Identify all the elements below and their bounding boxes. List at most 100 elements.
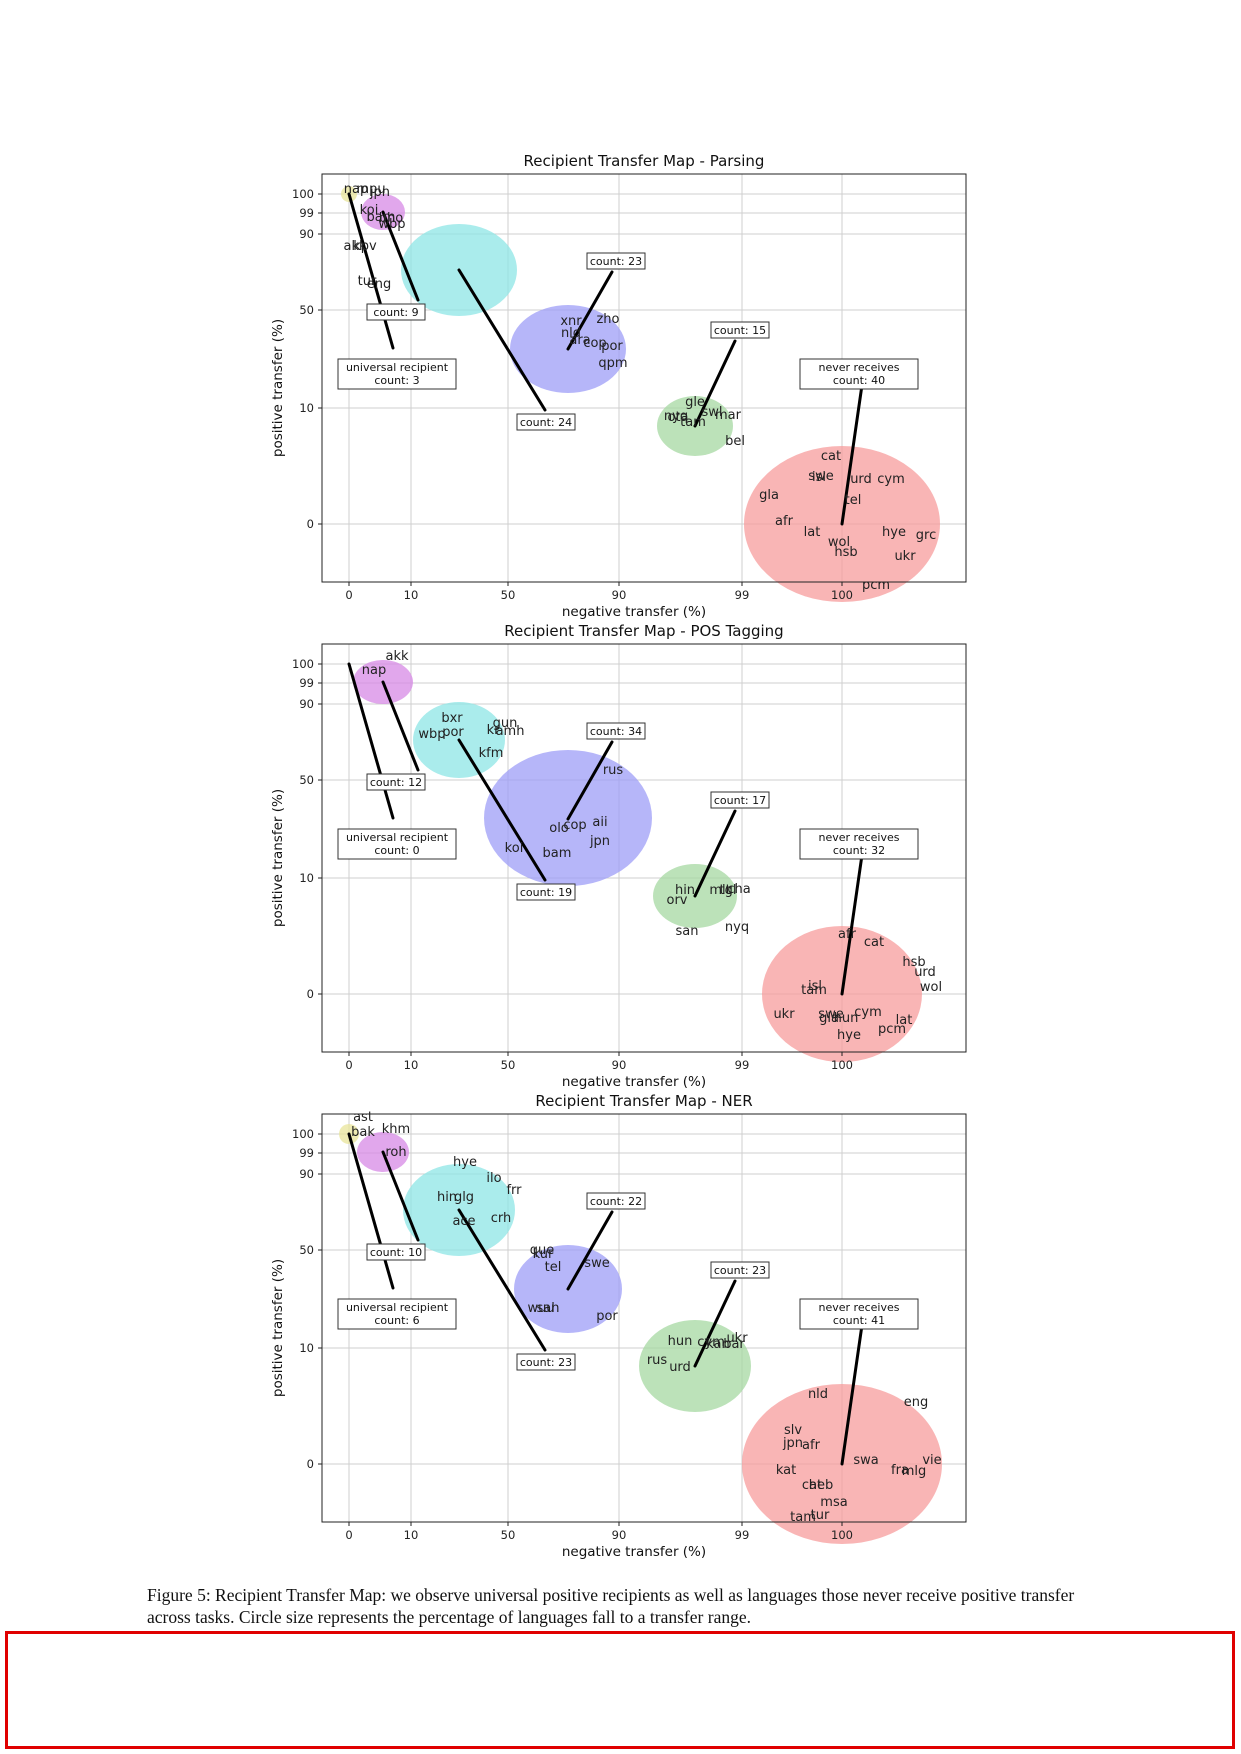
y-axis-label: positive transfer (%)	[270, 1259, 286, 1397]
language-label: tgl	[720, 883, 737, 898]
language-label: afr	[775, 514, 794, 529]
language-label: isl	[808, 979, 822, 994]
chart-title: Recipient Transfer Map - POS Tagging	[504, 622, 783, 640]
language-label: jpn	[589, 834, 610, 849]
language-label: mpu	[356, 182, 385, 197]
language-label: hun	[668, 1334, 693, 1349]
x-tick-label: 0	[345, 1528, 352, 1542]
language-label: heb	[809, 1478, 834, 1493]
language-label: xnr	[560, 314, 582, 329]
language-label: tur	[811, 1508, 830, 1523]
language-label: rus	[647, 1353, 668, 1368]
language-label: bar	[723, 1337, 745, 1352]
count-label: never receives	[819, 1301, 900, 1314]
language-label: tel	[545, 1260, 562, 1275]
count-label: count: 15	[714, 324, 766, 337]
count-box	[366, 1243, 426, 1261]
language-label: bho	[379, 211, 403, 226]
language-label: wuu	[527, 1301, 554, 1316]
y-tick-label: 10	[299, 871, 314, 885]
x-tick-label: 99	[735, 588, 750, 602]
language-label: hye	[837, 1028, 861, 1043]
annotation-line	[347, 662, 395, 820]
language-label: pcm	[862, 578, 890, 593]
figure: Recipient Transfer Map - Parsingnapmpujp…	[270, 152, 967, 1560]
language-label: swa	[853, 1453, 878, 1468]
count-label: count: 32	[833, 844, 885, 857]
language-label: tam	[801, 983, 827, 998]
figure-caption: Figure 5: Recipient Transfer Map: we obs…	[147, 1585, 1075, 1627]
language-label: eng	[367, 277, 392, 292]
language-label: cym	[697, 1335, 725, 1350]
count-box	[586, 1192, 646, 1210]
language-label: wbp	[378, 217, 405, 232]
y-axis-label: positive transfer (%)	[270, 789, 286, 927]
language-label: kur	[533, 1247, 554, 1262]
language-label: hsb	[902, 955, 925, 970]
count-label: count: 41	[833, 1314, 885, 1327]
language-label: gun	[493, 716, 518, 731]
count-label: count: 10	[370, 1246, 422, 1259]
y-tick-label: 50	[299, 773, 314, 787]
language-label: cym	[877, 472, 905, 487]
count-box	[710, 321, 770, 339]
annotation-line	[566, 270, 614, 351]
count-box	[799, 1298, 919, 1330]
count-label: count: 19	[520, 886, 572, 899]
language-label: mlt	[709, 883, 730, 898]
count-label: never receives	[819, 831, 900, 844]
x-axis-label: negative transfer (%)	[562, 604, 706, 620]
x-tick-label: 90	[612, 1058, 627, 1072]
y-tick-label: 99	[299, 676, 314, 690]
language-label: tam	[790, 1510, 816, 1525]
x-tick-label: 90	[612, 588, 627, 602]
language-label: vie	[922, 1453, 941, 1468]
annotation-line	[457, 738, 547, 882]
language-label: que	[530, 1243, 555, 1258]
annotation-line	[347, 192, 395, 350]
language-label: ukr	[726, 1331, 748, 1346]
count-label: universal recipient	[346, 831, 449, 844]
count-box	[710, 1261, 770, 1279]
language-label: tur	[358, 274, 377, 289]
language-label: nyq	[664, 409, 688, 424]
language-label: tel	[845, 493, 862, 508]
language-label: wol	[920, 980, 942, 995]
language-label: kr	[487, 723, 501, 738]
language-label: cat	[821, 449, 841, 464]
count-label: count: 40	[833, 374, 885, 387]
language-label: eng	[904, 1395, 929, 1410]
count-box	[337, 1298, 457, 1330]
language-label: nap	[344, 182, 368, 197]
y-tick-label: 10	[299, 401, 314, 415]
language-label: fra	[891, 1463, 909, 1478]
count-label: count: 3	[374, 374, 419, 387]
count-box	[366, 303, 426, 321]
language-label: ast	[353, 1110, 373, 1125]
language-label: khm	[382, 1122, 410, 1137]
annotation-line	[457, 268, 547, 412]
language-label: grc	[916, 528, 936, 543]
language-label: urd	[914, 965, 936, 980]
x-tick-label: 99	[735, 1528, 750, 1542]
y-tick-label: 50	[299, 303, 314, 317]
plot-frame	[321, 173, 967, 583]
language-label: bel	[725, 434, 745, 449]
plot-frame	[321, 1113, 967, 1523]
x-tick-label: 99	[735, 1058, 750, 1072]
y-tick-label: 100	[292, 187, 314, 201]
language-label: mar	[715, 408, 742, 423]
language-label: roh	[385, 1145, 406, 1160]
language-label: lat	[804, 525, 821, 540]
count-box	[516, 1353, 576, 1371]
annotation-line	[381, 210, 420, 302]
language-label: akk	[343, 239, 366, 254]
count-box	[799, 358, 919, 390]
language-label: mlg	[902, 1464, 927, 1479]
language-label: kpv	[353, 239, 377, 254]
annotation-line	[347, 1132, 395, 1290]
language-label: bxr	[441, 711, 463, 726]
language-label: msa	[820, 1495, 847, 1510]
language-label: gle	[685, 395, 705, 410]
